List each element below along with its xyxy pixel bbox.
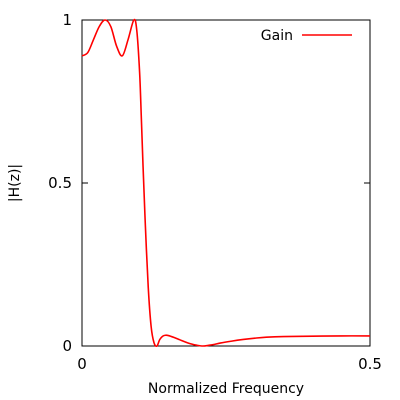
x-axis-label: Normalized Frequency [148, 381, 304, 397]
legend: Gain [261, 28, 352, 44]
series-line-gain [81, 18, 371, 347]
series-lines [81, 18, 371, 347]
plot-frame [81, 19, 371, 347]
y-axis-label: |H(z)| [7, 164, 23, 202]
legend-label-gain: Gain [261, 28, 293, 44]
tick-labels: 0 0.5 0 0.5 1 [48, 11, 382, 373]
x-tick-label: 0 [77, 355, 87, 373]
y-tick-label: 0 [62, 337, 72, 355]
tick-marks [81, 19, 371, 347]
x-tick-label: 0.5 [358, 355, 382, 373]
y-tick-label: 1 [62, 11, 72, 29]
y-tick-label: 0.5 [48, 174, 72, 192]
